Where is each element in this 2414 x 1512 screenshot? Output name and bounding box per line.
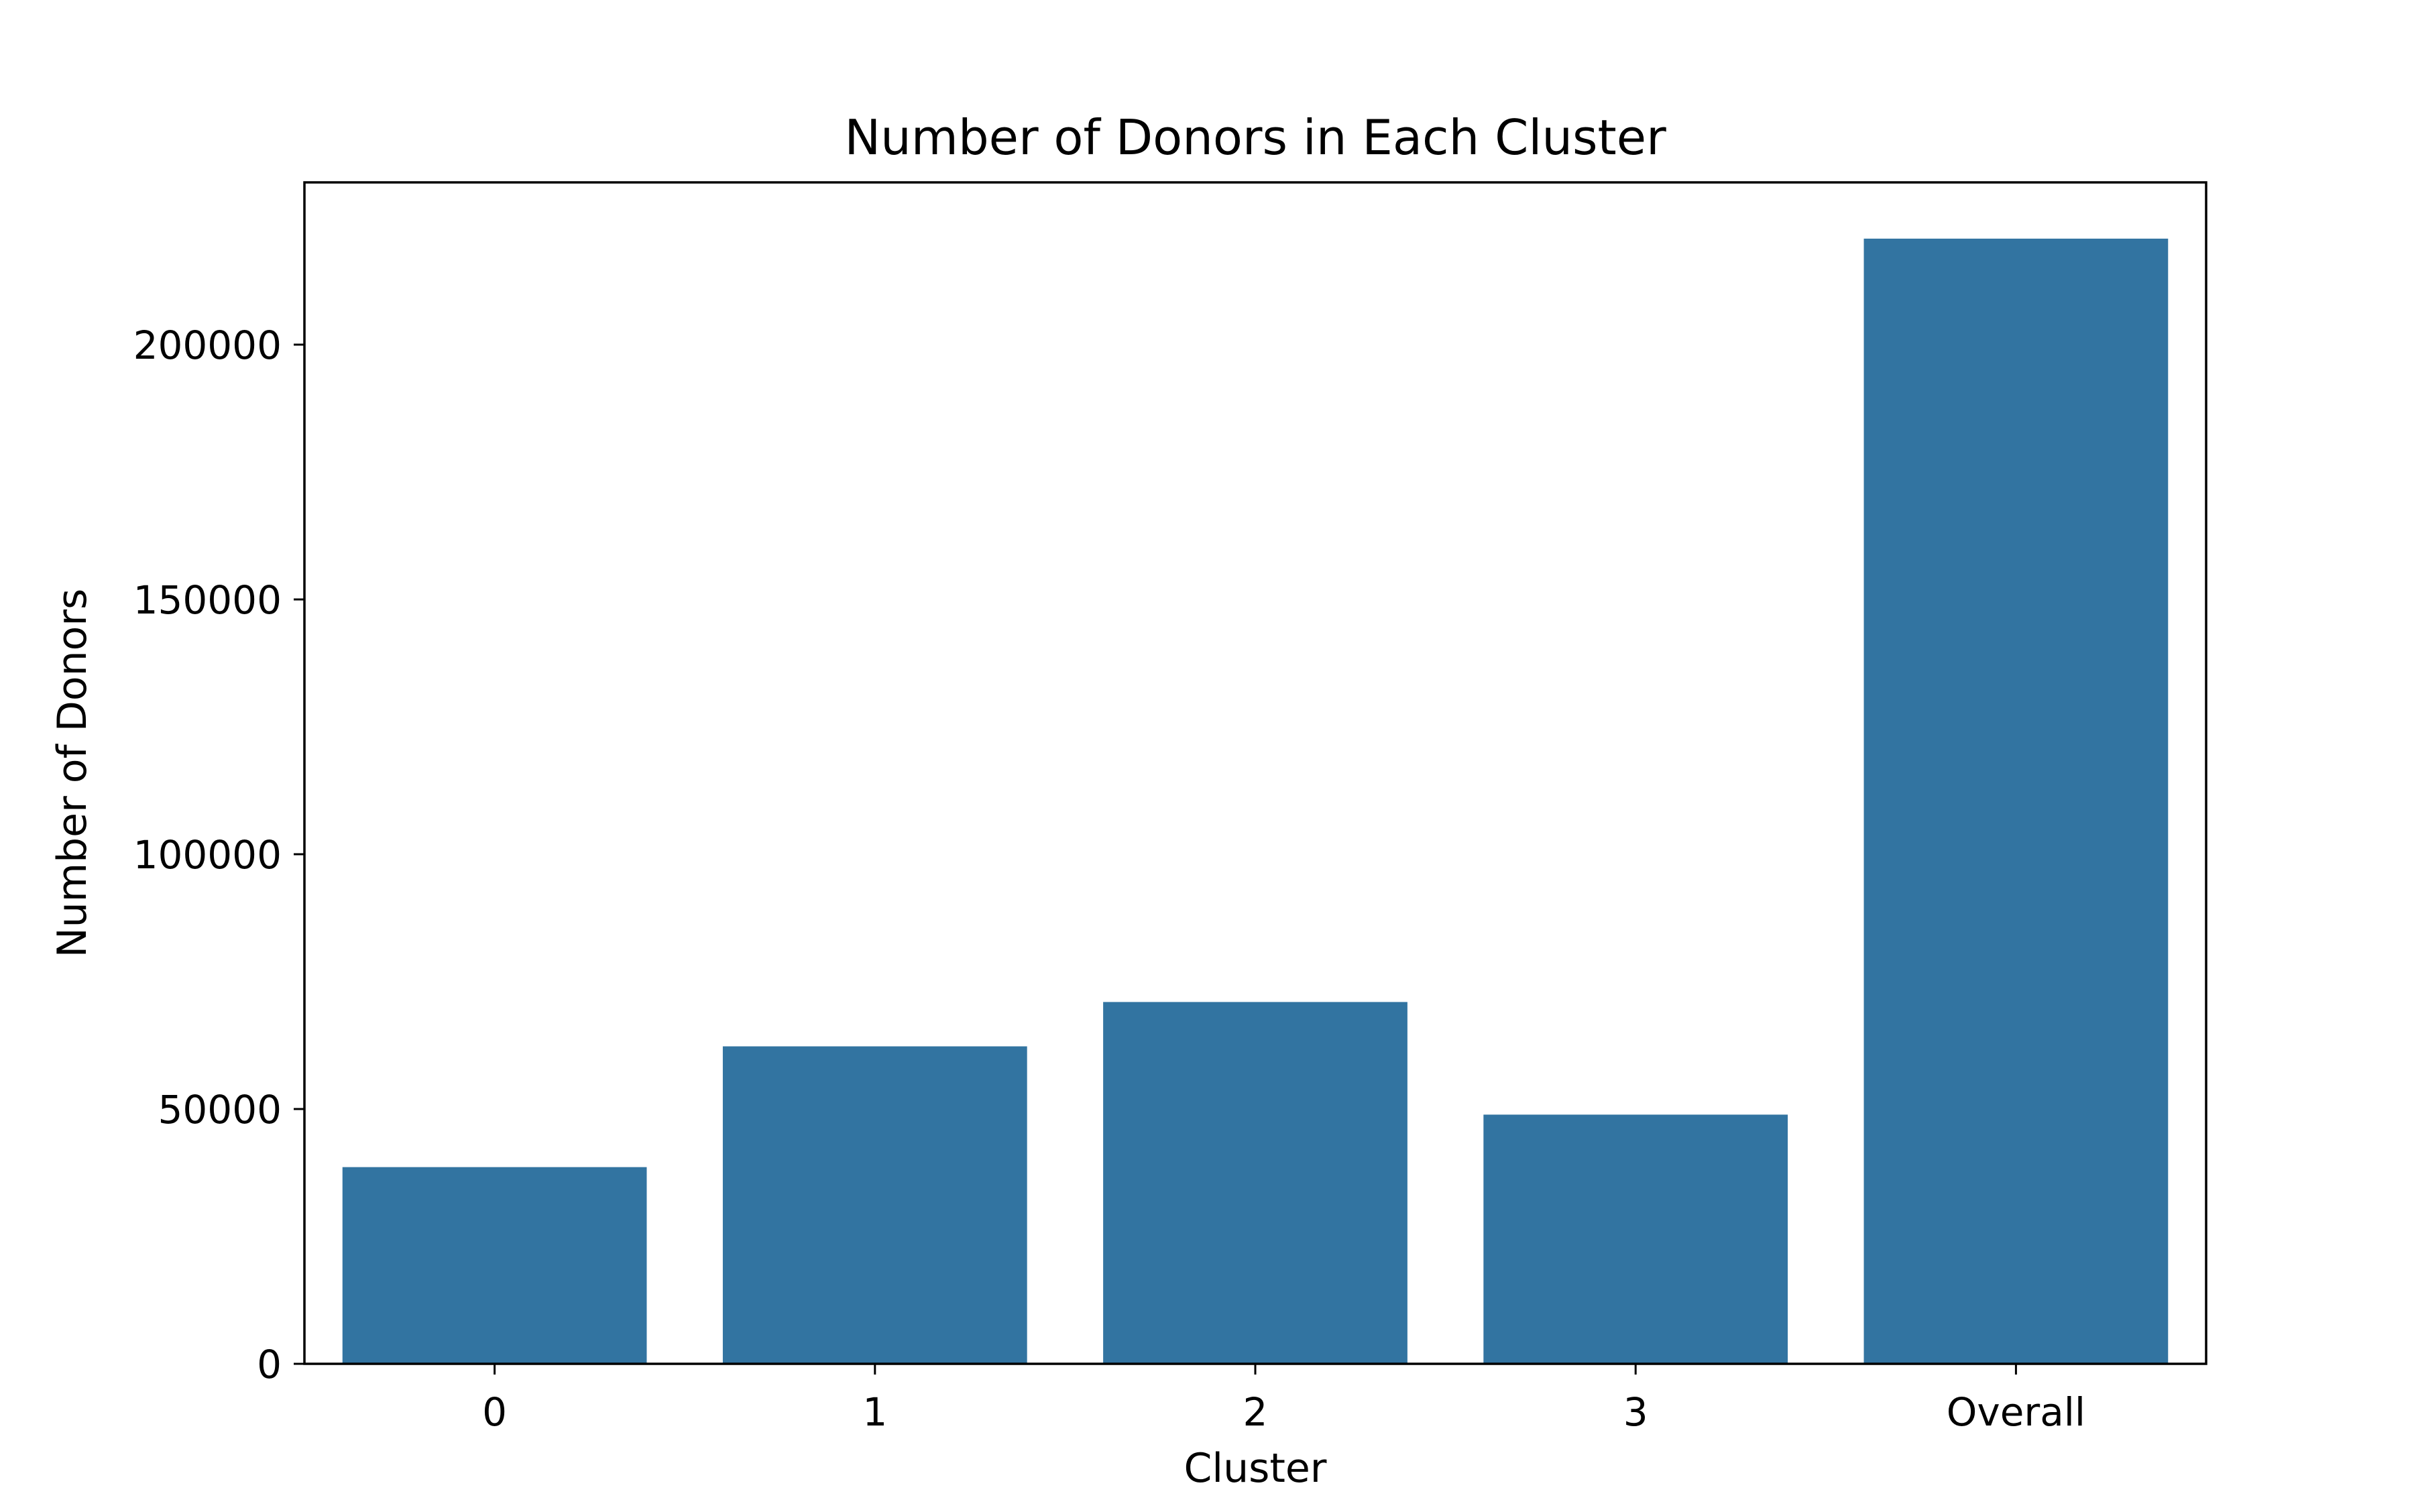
chart-title: Number of Donors in Each Cluster [844,109,1666,166]
x-tick-label: Overall [1947,1389,2085,1435]
x-tick-label: 3 [1623,1389,1648,1435]
x-tick-label: 2 [1243,1389,1268,1435]
y-tick-label: 150000 [133,577,282,623]
y-axis-label: Number of Donors [49,589,96,958]
y-axis-ticks: 0 50000 100000 150000 200000 [133,323,304,1387]
bar-2 [1103,1002,1407,1364]
x-axis-ticks: 0 1 2 3 Overall [482,1364,2085,1435]
y-tick-label: 50000 [158,1087,282,1132]
x-tick-label: 0 [482,1389,507,1435]
bar-1 [722,1046,1027,1364]
bar-overall [1863,238,2169,1364]
bar-3 [1483,1114,1788,1364]
y-tick-label: 200000 [133,323,282,368]
x-axis-label: Cluster [1184,1445,1327,1492]
axes-frame [303,181,2207,1365]
x-tick-label: 1 [862,1389,887,1435]
y-tick-label: 0 [257,1342,282,1387]
bars-group [342,238,2169,1364]
y-tick-label: 100000 [133,832,282,878]
bar-0 [342,1167,647,1364]
